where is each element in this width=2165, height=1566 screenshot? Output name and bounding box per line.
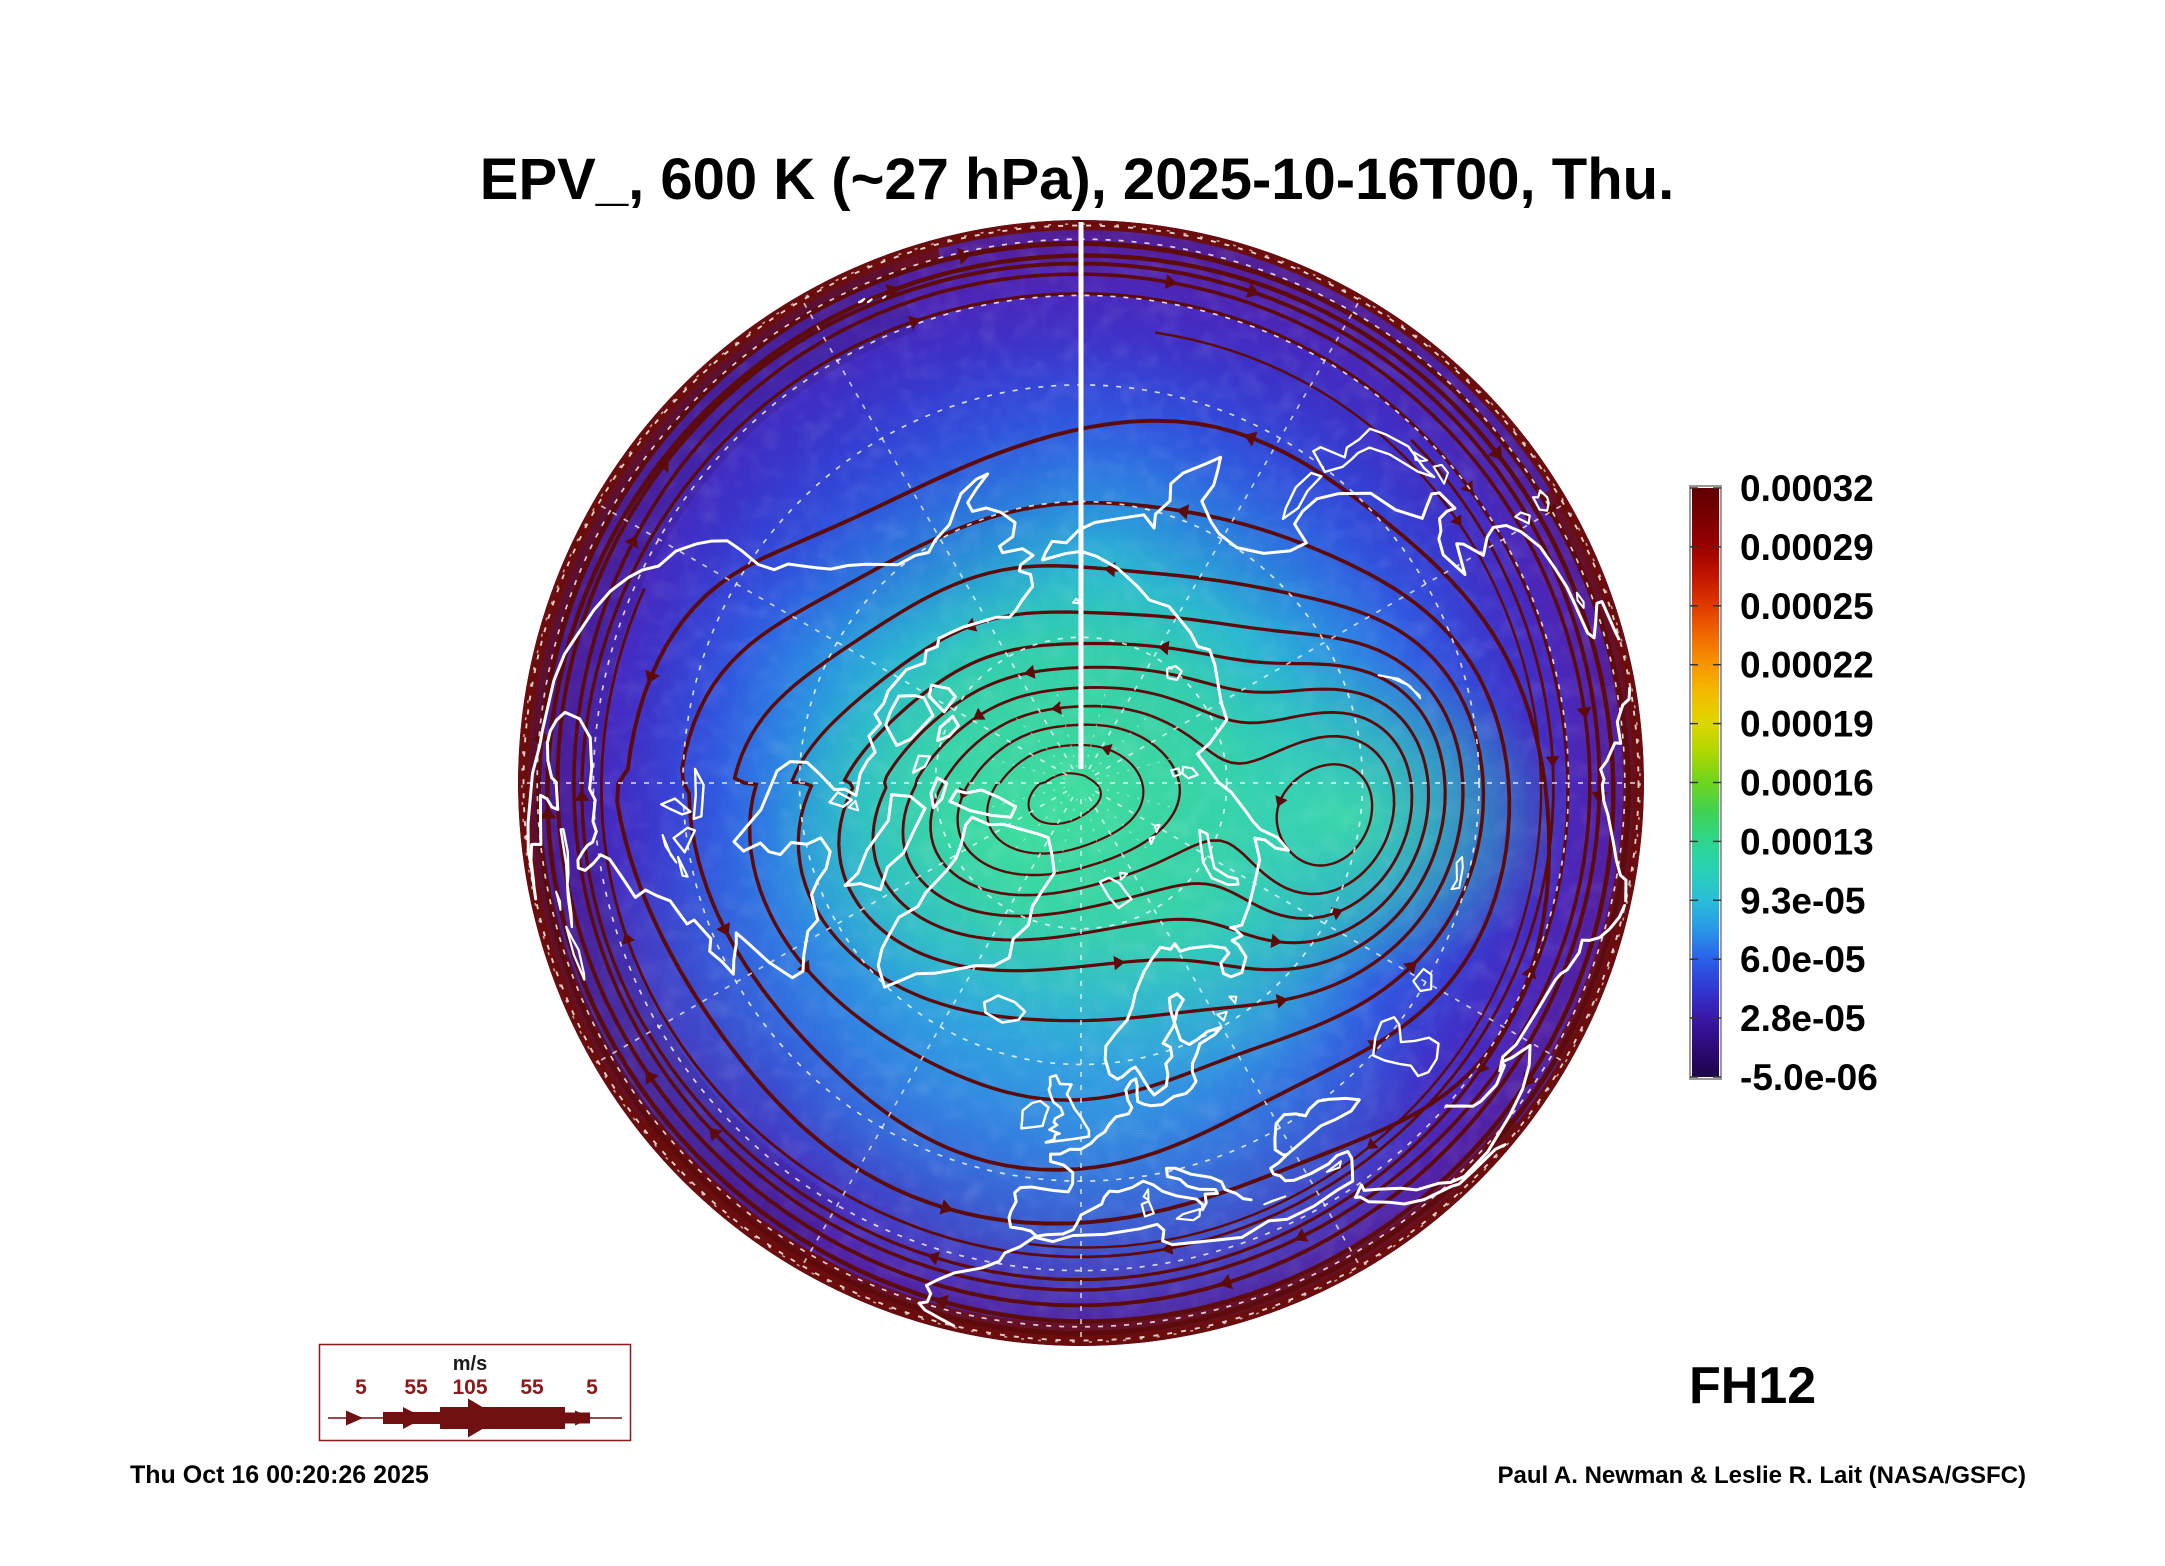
- svg-text:105: 105: [452, 1376, 487, 1399]
- svg-text:6.0e-05: 6.0e-05: [1740, 939, 1866, 980]
- svg-text:Thu Oct 16 00:20:26 2025: Thu Oct 16 00:20:26 2025: [130, 1461, 429, 1489]
- svg-text:55: 55: [404, 1376, 428, 1399]
- svg-text:Paul A. Newman & Leslie R. Lai: Paul A. Newman & Leslie R. Lait (NASA/GS…: [1497, 1462, 2026, 1489]
- svg-text:9.3e-05: 9.3e-05: [1740, 880, 1866, 921]
- svg-text:55: 55: [520, 1376, 544, 1399]
- svg-text:2.8e-05: 2.8e-05: [1740, 998, 1866, 1039]
- svg-text:m/s: m/s: [453, 1353, 487, 1375]
- svg-text:0.00025: 0.00025: [1740, 586, 1874, 627]
- svg-text:0.00032: 0.00032: [1740, 468, 1874, 509]
- svg-text:-5.0e-06: -5.0e-06: [1740, 1057, 1878, 1098]
- svg-text:EPV_, 600 K (~27 hPa), 2025-10: EPV_, 600 K (~27 hPa), 2025-10-16T00, Th…: [480, 147, 1674, 212]
- svg-text:0.00016: 0.00016: [1740, 763, 1874, 804]
- svg-text:0.00019: 0.00019: [1740, 704, 1874, 745]
- svg-text:0.00013: 0.00013: [1740, 821, 1874, 862]
- svg-text:FH12: FH12: [1689, 1357, 1816, 1415]
- svg-text:5: 5: [586, 1376, 598, 1399]
- svg-text:5: 5: [355, 1376, 367, 1399]
- svg-text:0.00029: 0.00029: [1740, 527, 1874, 568]
- svg-text:0.00022: 0.00022: [1740, 645, 1874, 686]
